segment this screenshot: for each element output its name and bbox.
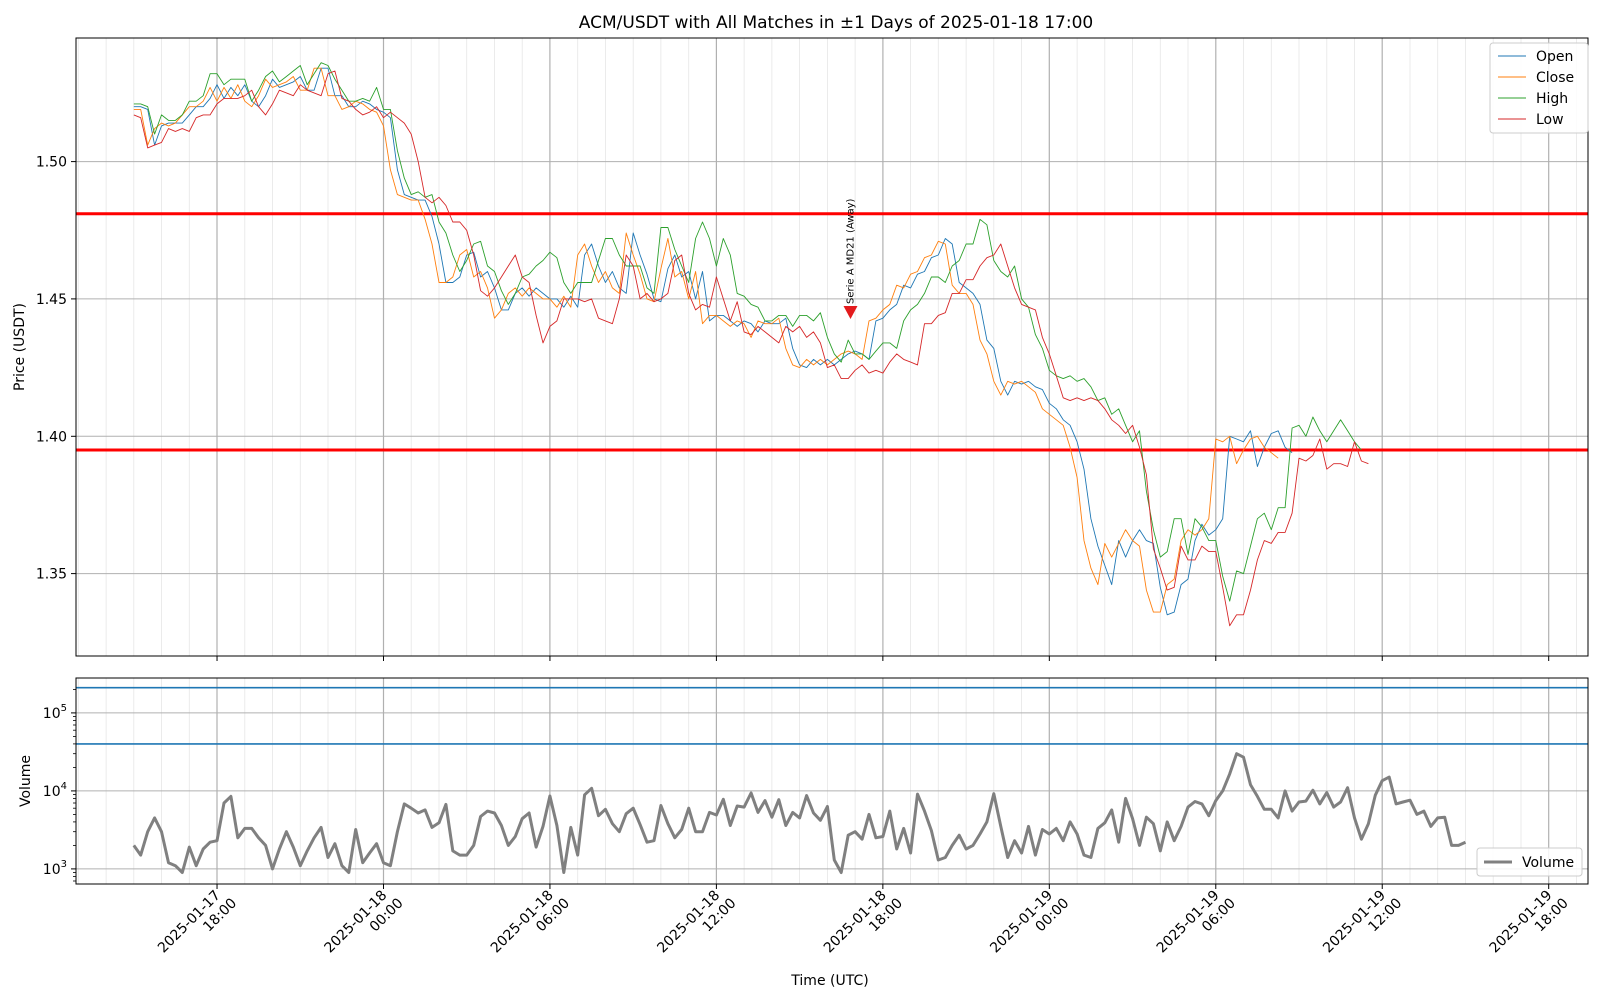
volume-y-axis: 103 104 105 [43, 689, 76, 882]
price-y-tick-label: 1.35 [36, 567, 67, 583]
volume-y-tick-label: 105 [43, 703, 67, 722]
price-legend-box [1489, 42, 1589, 134]
series-line-low [133, 70, 1369, 627]
price-y-axis: 1.35 1.40 1.45 1.50 [36, 155, 76, 583]
series-line-close [133, 67, 1279, 613]
series-line-volume [132, 752, 1467, 874]
price-axes-frame [75, 37, 1589, 657]
price-y-gridlines [76, 161, 1588, 575]
chart-title: ACM/USDT with All Matches in ±1 Days of … [579, 13, 1093, 33]
volume-series [132, 752, 1467, 874]
volume-x-gridlines [77, 678, 1577, 884]
volume-y-tick-label: 104 [43, 781, 67, 800]
volume-y-tick-label: 103 [43, 859, 67, 878]
legend-label-open: Open [1536, 49, 1573, 65]
legend-label-volume: Volume [1522, 855, 1574, 871]
event-marker-triangle [843, 306, 858, 319]
volume-legend-box [1476, 847, 1583, 877]
price-x-ticks [216, 656, 1550, 661]
volume-reference-lines [76, 686, 1588, 745]
legend-label-low: Low [1536, 112, 1564, 128]
price-y-tick-label: 1.45 [36, 292, 67, 308]
volume-y-axis-label: Volume [18, 755, 34, 807]
volume-y-gridlines [76, 712, 1588, 870]
price-y-axis-label: Price (USDT) [12, 303, 28, 391]
price-reference-lines [76, 212, 1588, 452]
price-y-tick-label: 1.40 [36, 429, 67, 445]
volume-axes-frame [75, 677, 1589, 885]
x-axis-label: Time (UTC) [790, 973, 868, 989]
series-line-open [133, 67, 1293, 616]
price-panel: Serie A MD21 (Away) 1.35 1.40 1.45 1.50 Pri… [12, 37, 1589, 661]
price-y-tick-label: 1.50 [36, 155, 67, 171]
price-x-gridlines [77, 38, 1577, 656]
event-annotation: Serie A MD21 (Away) [843, 198, 858, 319]
price-legend: Open Close High Low [1489, 42, 1589, 134]
event-annotation-label: Serie A MD21 (Away) [846, 198, 857, 304]
volume-legend: Volume [1476, 847, 1583, 877]
legend-label-close: Close [1536, 70, 1574, 86]
price-series [133, 62, 1369, 627]
legend-label-high: High [1536, 91, 1568, 107]
